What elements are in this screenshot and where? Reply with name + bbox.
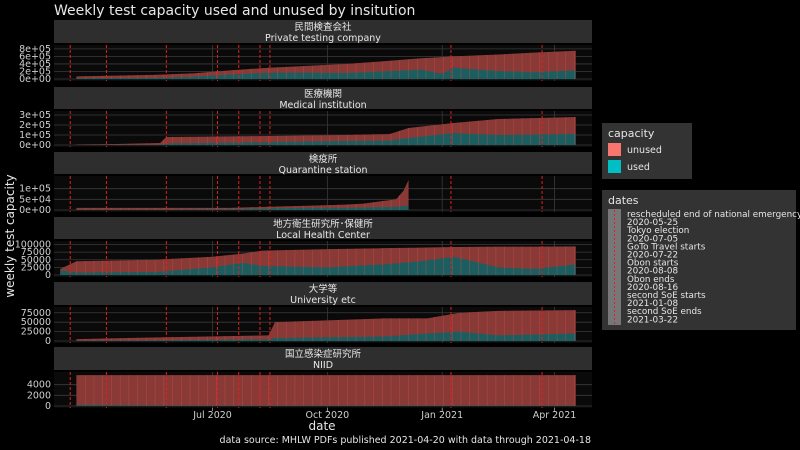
facet-strip-label-en: Medical institution (279, 100, 366, 111)
y-tick-label: 8e+05 (19, 44, 51, 55)
facet-strip (54, 217, 592, 239)
y-tick-label: 25000 (21, 262, 51, 273)
legend-dates-entry: Obon ends (627, 275, 675, 285)
y-tick-label: 6e+05 (19, 51, 51, 62)
legend-dates-entry: Obon starts (627, 259, 679, 269)
facet-strip (54, 152, 592, 174)
legend-dates-entry: 2020-08-16 (627, 283, 679, 293)
unused-capacity-area (76, 375, 576, 406)
facet-strip-label-ja: 医療機関 (304, 88, 342, 100)
facet-strip-label-en: Quarantine station (278, 165, 367, 176)
y-tick-label: 50000 (21, 255, 51, 266)
legend-dates-entry: second SoE starts (627, 291, 706, 301)
facet-strip-label-en: University etc (290, 295, 356, 306)
y-tick-label: 75000 (21, 247, 51, 258)
y-tick-label: 0e+00 (19, 140, 51, 151)
y-tick-label: 3e+05 (19, 110, 51, 121)
legend-dates-entry: 2020-05-25 (627, 218, 678, 228)
y-tick-label: 1e+05 (19, 184, 51, 195)
y-tick-label: 0 (45, 336, 51, 347)
y-tick-label: 25000 (21, 327, 51, 338)
y-tick-label: 4e+05 (19, 59, 51, 70)
facet-strip-label-en: NIID (313, 360, 333, 371)
x-axis-label: date (308, 419, 335, 433)
data-source-caption: data source: MHLW PDFs published 2021-04… (220, 435, 591, 446)
used-capacity-area (60, 256, 576, 275)
y-tick-label: 1e+05 (19, 130, 51, 141)
legend-dates-entry: 2021-03-22 (627, 315, 678, 325)
legend-dates-entry: second SoE ends (627, 307, 702, 317)
facet-strip-label-ja: 大学等 (309, 283, 338, 295)
legend-label-unused: unused (627, 145, 662, 156)
facet-strip-label-ja: 地方衛生研究所･保健所 (273, 218, 373, 230)
legend-dates-entry: 2020-08-08 (627, 267, 678, 277)
legend-dates-entry: 2020-07-22 (627, 251, 678, 261)
legend-swatch-unused (608, 143, 621, 156)
legend-label-used: used (627, 162, 650, 173)
y-tick-label: 100000 (15, 240, 51, 251)
y-tick-label: 2e+05 (19, 66, 51, 77)
legend-dates-entry: 2020-07-05 (627, 234, 678, 244)
y-axis-label: weekly test capacity (3, 174, 17, 297)
y-tick-label: 0e+00 (19, 205, 51, 216)
y-tick-label: 2000 (27, 390, 51, 401)
legend-dates-entry: GoTo Travel starts (627, 242, 706, 252)
legend-dates: dates rescheduled end of national emerge… (602, 190, 800, 330)
legend-dates-background (602, 190, 796, 330)
used-capacity-area (76, 205, 409, 210)
y-tick-label: 0e+00 (19, 74, 51, 85)
legend-capacity-title: capacity (608, 127, 655, 140)
y-tick-label: 5e+04 (19, 194, 51, 205)
used-capacity-area (76, 404, 576, 406)
x-tick-label: Oct 2020 (306, 410, 350, 421)
legend-dates-title: dates (608, 194, 639, 207)
x-tick-label: Jan 2021 (420, 410, 463, 421)
x-axis: Jul 2020 Oct 2020 Jan 2021 Apr 2021 (192, 408, 576, 421)
legend-capacity: capacity unused used (602, 123, 692, 179)
facet-strip-label-en: Local Health Center (276, 230, 370, 241)
y-tick-label: 50000 (21, 317, 51, 328)
facet-strip-label-en: Private testing company (265, 33, 381, 44)
weekly-bar-texture (76, 375, 575, 406)
y-tick-label: 4000 (27, 380, 51, 391)
unused-capacity-area (76, 180, 409, 210)
facet-strip (54, 20, 592, 43)
facet-strip-label-ja: 検疫所 (309, 153, 338, 165)
x-tick-label: Apr 2021 (533, 410, 577, 421)
chart-title: Weekly test capacity used and unused by … (54, 3, 415, 19)
x-tick-label: Jul 2020 (192, 410, 232, 421)
y-tick-label: 0 (45, 270, 51, 281)
facet-strip (54, 282, 592, 305)
facet-strip (54, 87, 592, 109)
y-tick-label: 0 (45, 401, 51, 412)
y-tick-label: 2e+05 (19, 120, 51, 131)
facet-strip (54, 347, 592, 370)
legend-dates-entry: rescheduled end of national emergency (627, 210, 800, 220)
legend-dates-entry: Tokyo election (626, 226, 689, 236)
legend-swatch-used (608, 160, 621, 173)
y-tick-label: 75000 (21, 308, 51, 319)
facet-strip-label-ja: 国立感染症研究所 (285, 348, 362, 360)
legend-dates-entry: 2021-01-08 (627, 299, 678, 309)
facet-strip-label-ja: 民間検査会社 (294, 21, 352, 33)
